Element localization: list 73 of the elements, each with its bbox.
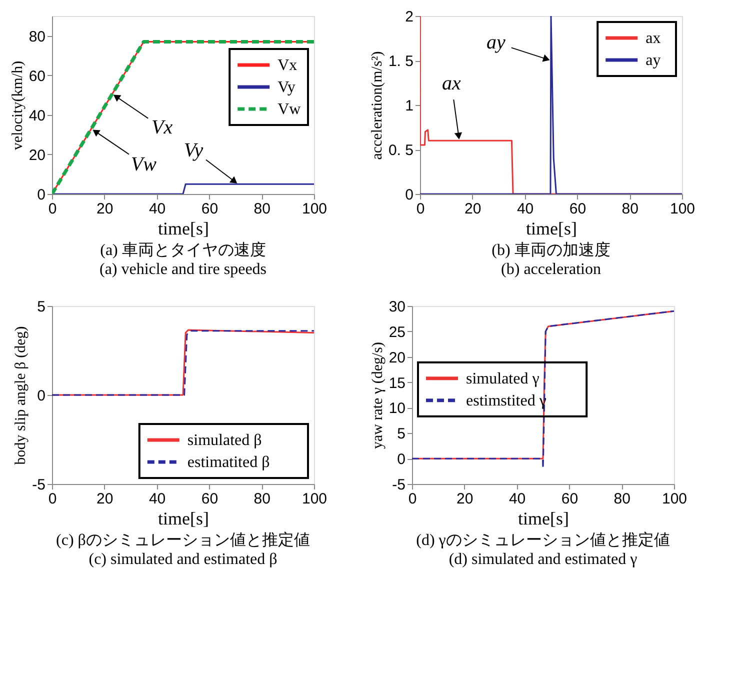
y-axis-title: body slip angle β (deg) (13, 326, 30, 465)
y-tick-label: 40 (28, 107, 46, 124)
x-tick-label: 80 (254, 200, 270, 218)
legend-label: Vw (278, 101, 302, 118)
x-tick-label: 60 (201, 200, 218, 218)
x-tick-label: 40 (148, 490, 166, 508)
x-tick-label: 100 (302, 200, 328, 218)
text: (a) vehicle and tire speeds (99, 261, 267, 278)
y-axis-title: velocity(km/h) (10, 60, 26, 150)
annotation: Vx (151, 116, 173, 139)
y-tick-label: 25 (388, 324, 406, 341)
x-tick-label: 60 (201, 490, 218, 508)
y-tick-label: 5 (397, 426, 406, 443)
text: (d) γのシミュレーション値と推定値 (416, 531, 670, 549)
text: (c) βのシミュレーション値と推定値 (56, 531, 310, 549)
y-tick-label: 2 (405, 8, 414, 26)
x-tick-label: 40 (148, 200, 166, 218)
x-tick-label: 60 (561, 490, 578, 508)
legend-label: ax (646, 30, 661, 47)
x-axis-title: time[s] (526, 218, 577, 238)
x-tick-label: 100 (670, 200, 696, 218)
y-tick-label: 80 (28, 28, 46, 46)
legend-label: estimatited β (187, 454, 270, 471)
y-tick-label: 0 (37, 388, 46, 404)
y-axis-title: acceleration(m/s²) (369, 51, 386, 160)
y-tick-label: 1. 5 (388, 53, 414, 70)
legend-label: Vx (278, 57, 298, 74)
legend-label: simulated γ (466, 370, 540, 388)
y-tick-label: 0 (37, 186, 46, 204)
x-axis-title: time[s] (518, 508, 569, 528)
x-tick-label: 100 (302, 490, 328, 508)
annotation: Vw (130, 153, 158, 176)
text: (c) simulated and estimated β (88, 551, 278, 568)
y-tick-label: -5 (32, 476, 46, 494)
y-tick-label: 0 (397, 451, 406, 468)
annotation: ax (442, 72, 461, 95)
x-tick-label: 20 (456, 490, 474, 508)
text: (d) simulated and estimated γ (448, 551, 638, 568)
y-tick-label: -5 (392, 476, 406, 494)
text: (a) 車両とタイヤの速度 (100, 241, 266, 259)
y-tick-label: 60 (28, 68, 46, 85)
y-tick-label: 10 (388, 400, 406, 418)
y-axis-title: yaw rate γ (deg/s) (370, 342, 386, 449)
x-tick-label: 0 (48, 490, 57, 508)
y-tick-label: 30 (388, 298, 406, 316)
x-tick-label: 40 (516, 200, 534, 218)
x-tick-label: 20 (464, 200, 482, 218)
annotation: ay (486, 32, 506, 54)
x-tick-label: 80 (622, 200, 638, 218)
x-tick-label: 80 (254, 490, 270, 508)
x-tick-label: 20 (96, 490, 114, 508)
legend-label: ay (646, 52, 661, 69)
y-tick-label: 0. 5 (388, 142, 414, 159)
y-tick-label: 1 (405, 98, 414, 114)
text: (b) 車両の加速度 (492, 241, 610, 259)
x-tick-label: 40 (508, 490, 526, 508)
x-tick-label: 80 (614, 490, 630, 508)
x-tick-label: 100 (662, 490, 688, 508)
x-tick-label: 20 (96, 200, 114, 218)
x-axis-title: time[s] (158, 508, 209, 528)
text: (b) acceleration (501, 261, 601, 278)
x-axis-title: time[s] (158, 218, 209, 238)
x-tick-label: 0 (48, 200, 57, 218)
y-tick-label: 15 (388, 374, 406, 392)
legend-label: Vy (278, 79, 296, 96)
y-tick-label: 20 (388, 349, 406, 366)
y-tick-label: 20 (28, 146, 46, 164)
y-tick-label: 0 (405, 186, 414, 204)
x-tick-label: 60 (569, 200, 586, 218)
y-tick-label: 5 (37, 298, 46, 316)
legend-label: simulated β (187, 432, 262, 449)
annotation: Vy (184, 139, 204, 162)
x-tick-label: 0 (416, 200, 425, 218)
